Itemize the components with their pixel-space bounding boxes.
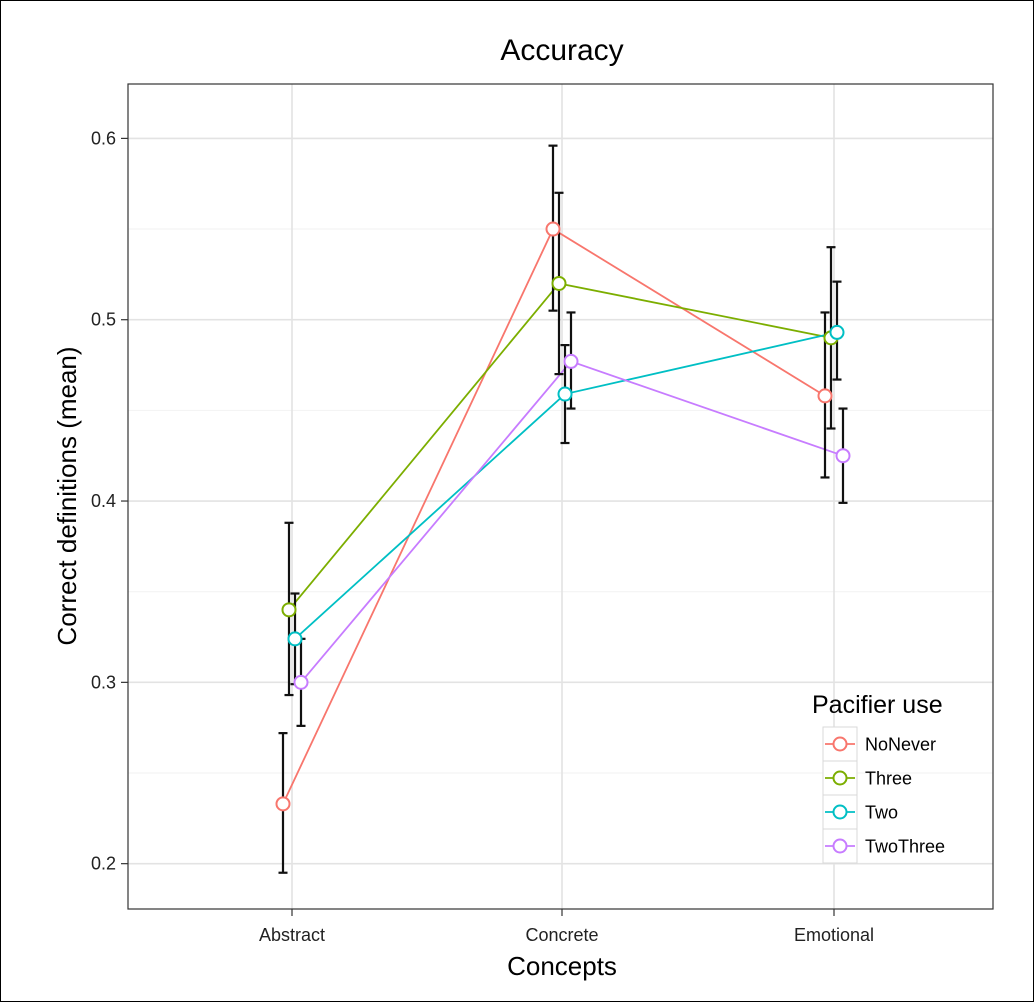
x-tick-label: Emotional xyxy=(794,925,874,945)
series-layer xyxy=(275,144,851,874)
grid-lines xyxy=(128,84,993,909)
y-tick-label: 0.6 xyxy=(91,128,116,148)
data-point-nonever xyxy=(817,388,833,404)
data-point-two xyxy=(557,386,573,402)
legend-label: Three xyxy=(865,769,912,789)
legend-key-marker xyxy=(832,804,848,820)
y-tick-label: 0.3 xyxy=(91,672,116,692)
legend: Pacifier use NoNever Three Two TwoThree xyxy=(812,691,945,864)
legend-label: TwoThree xyxy=(865,837,945,857)
y-axis-title: Correct definitions (mean) xyxy=(52,346,82,645)
plot-panel xyxy=(128,84,993,909)
legend-item-nonever: NoNever xyxy=(822,726,936,762)
x-axis-title: Concepts xyxy=(507,951,617,981)
data-point-nonever xyxy=(545,221,561,237)
data-point-nonever xyxy=(275,796,291,812)
data-point-twothree xyxy=(835,448,851,464)
legend-item-three: Three xyxy=(822,760,912,796)
y-axis-ticks: 0.2 0.3 0.4 0.5 0.6 xyxy=(91,128,128,874)
legend-label: NoNever xyxy=(865,735,936,755)
x-tick-label: Concrete xyxy=(525,925,598,945)
x-axis-ticks: Abstract Concrete Emotional xyxy=(259,909,874,945)
data-point-twothree xyxy=(563,353,579,369)
series-points xyxy=(275,221,851,812)
y-tick-label: 0.2 xyxy=(91,854,116,874)
plot-border xyxy=(127,83,994,910)
data-point-three xyxy=(551,275,567,291)
data-point-three xyxy=(281,602,297,618)
legend-key-marker xyxy=(832,838,848,854)
data-point-two xyxy=(287,631,303,647)
data-point-two xyxy=(829,324,845,340)
y-tick-label: 0.4 xyxy=(91,491,116,511)
chart-title: Accuracy xyxy=(500,34,623,67)
legend-key-marker xyxy=(832,770,848,786)
legend-label: Two xyxy=(865,803,898,823)
data-point-twothree xyxy=(293,674,309,690)
legend-item-two: Two xyxy=(822,794,898,830)
legend-key-marker xyxy=(832,736,848,752)
legend-title: Pacifier use xyxy=(812,691,943,719)
legend-item-twothree: TwoThree xyxy=(822,828,945,864)
y-tick-label: 0.5 xyxy=(91,310,116,330)
x-tick-label: Abstract xyxy=(259,925,325,945)
